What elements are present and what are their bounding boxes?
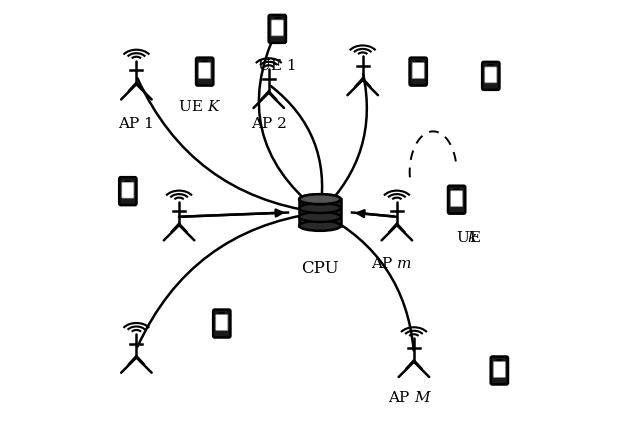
Text: AP: AP <box>388 390 414 404</box>
FancyBboxPatch shape <box>493 362 506 377</box>
Ellipse shape <box>299 204 341 213</box>
FancyArrowPatch shape <box>322 75 367 211</box>
FancyBboxPatch shape <box>271 21 284 37</box>
FancyBboxPatch shape <box>410 58 427 86</box>
FancyArrowPatch shape <box>323 214 413 351</box>
FancyBboxPatch shape <box>198 63 211 79</box>
Text: AP 2: AP 2 <box>251 117 287 131</box>
Text: AP 1: AP 1 <box>118 117 154 131</box>
Text: UE: UE <box>457 231 486 245</box>
FancyBboxPatch shape <box>213 310 230 338</box>
FancyArrowPatch shape <box>138 79 317 213</box>
Text: k: k <box>467 231 477 245</box>
Text: M: M <box>414 390 429 404</box>
FancyBboxPatch shape <box>122 183 134 199</box>
FancyArrowPatch shape <box>271 87 322 210</box>
FancyBboxPatch shape <box>484 68 497 83</box>
Text: AP: AP <box>371 256 397 271</box>
Ellipse shape <box>299 195 341 205</box>
FancyBboxPatch shape <box>196 58 213 86</box>
Ellipse shape <box>299 222 341 231</box>
FancyBboxPatch shape <box>448 186 465 214</box>
FancyArrowPatch shape <box>259 32 318 211</box>
FancyBboxPatch shape <box>412 63 424 79</box>
FancyBboxPatch shape <box>216 315 228 331</box>
FancyBboxPatch shape <box>491 357 508 385</box>
FancyBboxPatch shape <box>119 178 136 206</box>
FancyBboxPatch shape <box>451 191 463 207</box>
Text: CPU: CPU <box>301 260 339 277</box>
Text: UE 1: UE 1 <box>258 59 296 73</box>
Text: K: K <box>208 100 219 114</box>
Text: UE: UE <box>179 100 208 114</box>
FancyBboxPatch shape <box>299 200 341 226</box>
Ellipse shape <box>299 195 341 205</box>
FancyBboxPatch shape <box>482 63 499 91</box>
FancyArrowPatch shape <box>138 213 317 347</box>
Ellipse shape <box>299 213 341 222</box>
Text: m: m <box>397 256 412 271</box>
FancyBboxPatch shape <box>269 16 286 44</box>
